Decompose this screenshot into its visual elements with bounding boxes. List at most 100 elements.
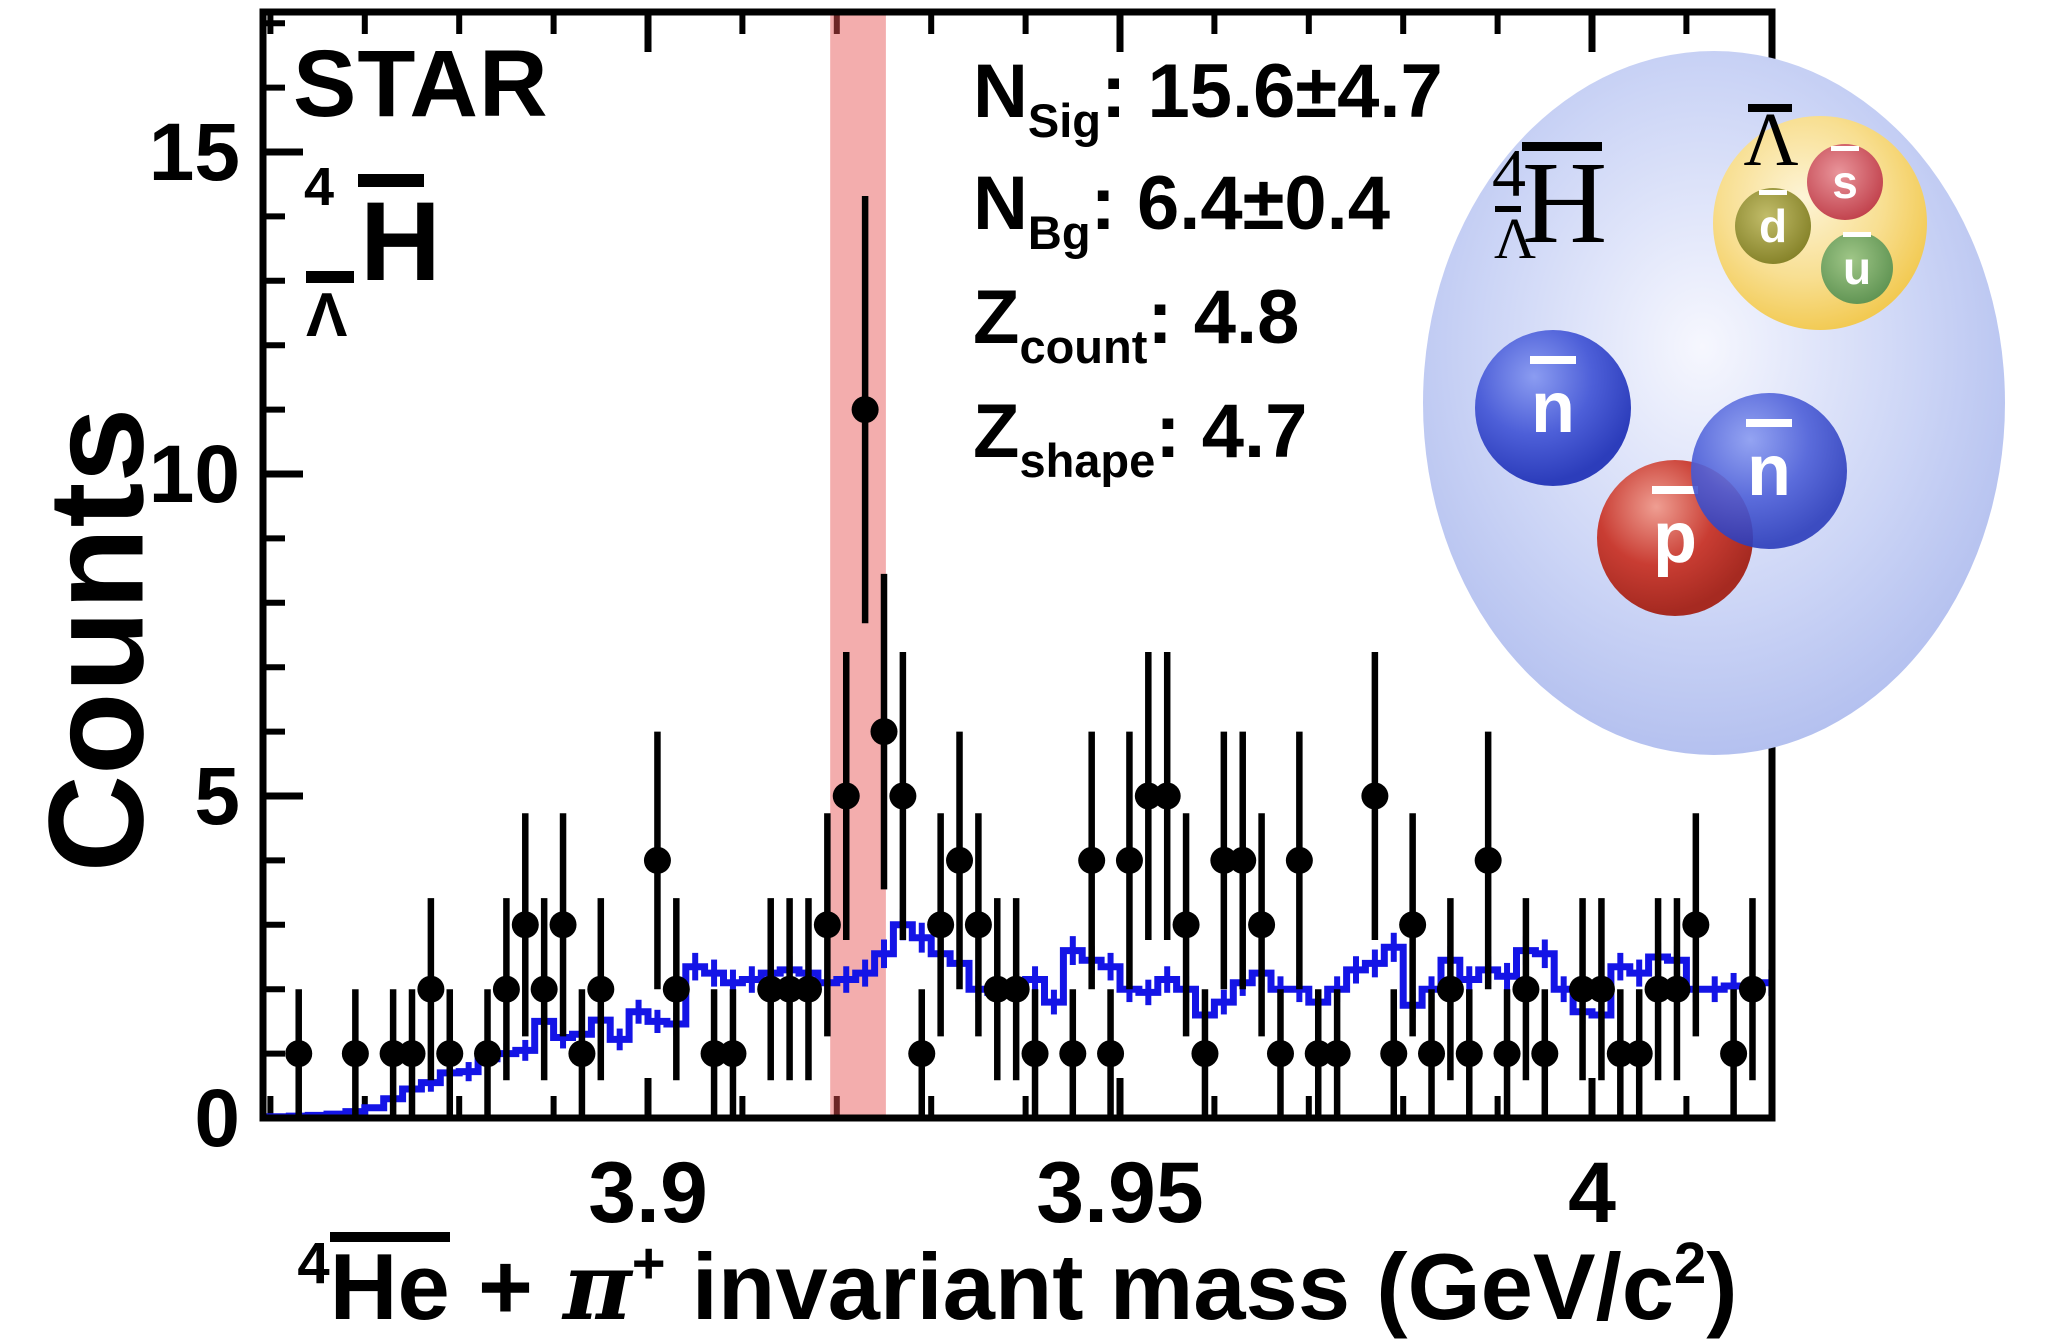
data-point bbox=[1418, 1040, 1446, 1068]
data-point bbox=[1663, 975, 1691, 1003]
data-point bbox=[474, 1040, 502, 1068]
inset-mass-number: 4 bbox=[1492, 135, 1526, 211]
data-point bbox=[1210, 846, 1238, 874]
tick-label: 4 bbox=[1568, 1145, 1616, 1241]
data-point bbox=[1304, 1040, 1332, 1068]
tick-labels: 0 5 10 15 3.9 3.95 4 bbox=[149, 107, 1616, 1241]
axis-ticks bbox=[263, 12, 1690, 1122]
antiquark-s-label: s bbox=[1832, 156, 1858, 208]
data-point bbox=[927, 911, 955, 939]
data-point bbox=[1512, 975, 1540, 1003]
data-point bbox=[1625, 1040, 1653, 1068]
antineutron-circle bbox=[1691, 393, 1847, 549]
data-point bbox=[1399, 911, 1427, 939]
data-point bbox=[417, 975, 445, 1003]
data-point bbox=[946, 846, 974, 874]
data-point bbox=[719, 1040, 747, 1068]
data-point bbox=[1323, 1040, 1351, 1068]
data-point bbox=[964, 911, 992, 939]
data-point bbox=[1644, 975, 1672, 1003]
data-point bbox=[285, 1040, 313, 1068]
data-point bbox=[700, 1040, 728, 1068]
data-point bbox=[568, 1040, 596, 1068]
data-point bbox=[757, 975, 785, 1003]
data-point bbox=[870, 718, 898, 746]
data-point bbox=[1266, 1040, 1294, 1068]
data-point bbox=[436, 1040, 464, 1068]
data-point bbox=[851, 396, 879, 424]
data-point bbox=[1361, 782, 1389, 810]
data-point bbox=[813, 911, 841, 939]
data-point bbox=[662, 975, 690, 1003]
antinucleon-n-label: n bbox=[1531, 368, 1575, 448]
data-point bbox=[1380, 1040, 1408, 1068]
antiquark-u-label: u bbox=[1843, 242, 1871, 294]
data-point bbox=[1078, 846, 1106, 874]
data-point bbox=[1021, 1040, 1049, 1068]
particle-hyperon: Λ bbox=[306, 281, 347, 350]
antiquark-overline bbox=[1843, 232, 1871, 237]
data-point bbox=[530, 975, 558, 1003]
data-point bbox=[511, 911, 539, 939]
data-point bbox=[643, 846, 671, 874]
antinucleon-n-label: n bbox=[1747, 431, 1791, 511]
data-point bbox=[1682, 911, 1710, 939]
inset-lambda-overline bbox=[1495, 206, 1521, 212]
antineutron-circle bbox=[1475, 330, 1631, 486]
inset-nucleus-label: 4ΛH bbox=[1492, 135, 1607, 271]
antiquark-overline bbox=[1759, 190, 1787, 195]
data-point bbox=[983, 975, 1011, 1003]
antiquark-d-circle bbox=[1735, 188, 1811, 264]
data-point bbox=[832, 782, 860, 810]
data-point bbox=[1285, 846, 1313, 874]
tick-label: 5 bbox=[194, 751, 240, 842]
data-point bbox=[1191, 1040, 1219, 1068]
antiquark-u-circle bbox=[1821, 232, 1893, 304]
data-point bbox=[549, 911, 577, 939]
lambda-overline bbox=[306, 271, 354, 283]
h-overline bbox=[358, 174, 424, 187]
data-point bbox=[1229, 846, 1257, 874]
inset-symbol: H bbox=[1522, 137, 1607, 268]
inset-h-overline bbox=[1522, 142, 1602, 151]
particle-symbol: H bbox=[360, 179, 441, 304]
data-point bbox=[398, 1040, 426, 1068]
data-point bbox=[1587, 975, 1615, 1003]
particle-mass-number: 4 bbox=[304, 157, 334, 217]
tick-label: 10 bbox=[149, 429, 240, 520]
inset-hyperon: Λ bbox=[1494, 206, 1536, 271]
particle-label: 4 ΛH bbox=[304, 157, 441, 350]
data-point bbox=[1606, 1040, 1634, 1068]
tick-label: 3.9 bbox=[588, 1145, 708, 1241]
tick-label: 0 bbox=[194, 1073, 240, 1164]
data-point bbox=[1531, 1040, 1559, 1068]
data-point bbox=[776, 975, 804, 1003]
data-point bbox=[1172, 911, 1200, 939]
antilambda-label: Λ bbox=[1743, 98, 1798, 182]
data-point bbox=[1134, 782, 1162, 810]
data-points bbox=[285, 196, 1766, 1118]
data-point bbox=[1436, 975, 1464, 1003]
data-point bbox=[908, 1040, 936, 1068]
data-point bbox=[1059, 1040, 1087, 1068]
data-point bbox=[1097, 1040, 1125, 1068]
antilambda-overline bbox=[1748, 104, 1792, 112]
antiquark-overline bbox=[1831, 146, 1859, 151]
data-point bbox=[1569, 975, 1597, 1003]
antiquark-d-label: d bbox=[1759, 200, 1787, 252]
antinucleon-overline bbox=[1746, 419, 1792, 427]
data-point bbox=[1002, 975, 1030, 1003]
tick-label: 3.95 bbox=[1036, 1145, 1203, 1241]
data-point bbox=[794, 975, 822, 1003]
signal-region-band bbox=[830, 12, 886, 1118]
tick-label: 15 bbox=[149, 107, 240, 198]
data-point bbox=[1474, 846, 1502, 874]
data-point bbox=[1115, 846, 1143, 874]
antinucleon-overline bbox=[1652, 486, 1698, 494]
data-point bbox=[1248, 911, 1276, 939]
data-point bbox=[1720, 1040, 1748, 1068]
data-point bbox=[1153, 782, 1181, 810]
data-point bbox=[341, 1040, 369, 1068]
